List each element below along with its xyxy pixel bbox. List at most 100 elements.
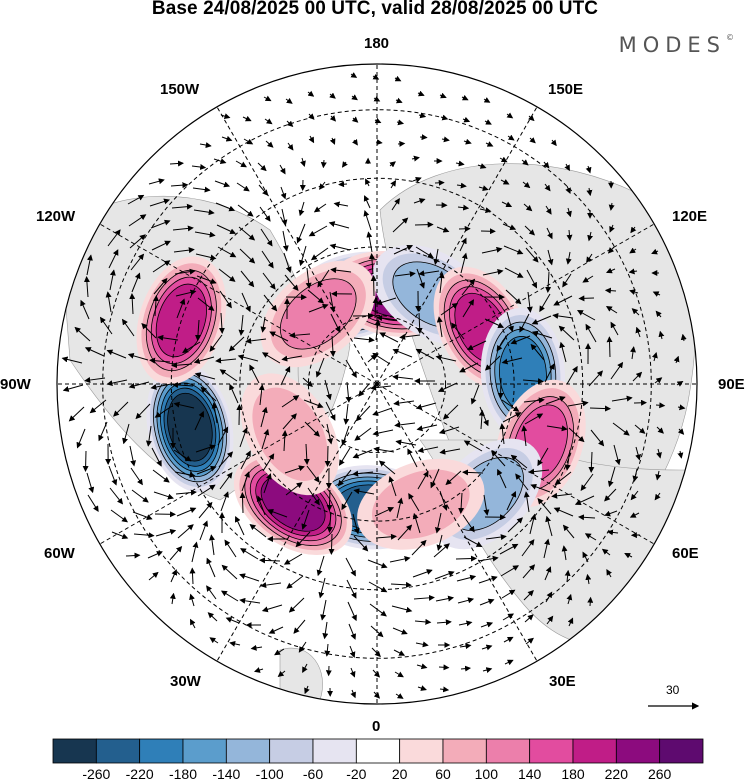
wind-arrow <box>121 318 135 337</box>
wind-arrow <box>241 292 251 313</box>
wind-arrow <box>434 512 442 534</box>
wind-arrow <box>510 454 528 469</box>
wind-arrow <box>604 287 617 294</box>
wind-arrow <box>330 313 341 333</box>
label-120e: 120E <box>672 208 708 225</box>
wind-arrow <box>416 663 428 670</box>
wind-arrow <box>237 354 259 362</box>
wind-arrow <box>105 291 112 313</box>
wind-arrow <box>654 492 661 501</box>
wind-arrow <box>111 531 129 540</box>
wind-arrow <box>341 161 348 168</box>
wind-arrow <box>235 160 247 168</box>
wind-arrow <box>329 92 336 99</box>
wind-arrow <box>152 469 170 483</box>
wind-arrow <box>258 384 265 406</box>
label-30w: 30W <box>170 673 201 690</box>
wind-arrow <box>302 377 313 387</box>
wind-arrow <box>61 356 83 364</box>
wind-arrow <box>341 491 353 511</box>
wind-arrow <box>463 440 483 452</box>
wind-arrow <box>677 450 684 459</box>
wind-arrow <box>84 347 105 357</box>
wind-arrow <box>153 491 174 500</box>
wind-arrow <box>220 113 231 119</box>
wind-arrow <box>553 507 574 517</box>
wind-arrow <box>440 302 459 316</box>
wind-arrow <box>221 564 238 580</box>
wind-arrow <box>284 465 305 474</box>
wind-arrow <box>462 299 475 318</box>
wind-arrow <box>397 524 413 541</box>
wind-arrow <box>391 197 400 211</box>
wind-arrow <box>89 399 107 414</box>
wind-arrow <box>434 570 455 580</box>
wind-arrow <box>194 372 216 380</box>
colorbar-swatch <box>572 738 617 764</box>
wind-arrow <box>133 532 155 539</box>
wind-arrow <box>177 524 194 539</box>
wind-arrow <box>412 512 421 534</box>
wind-arrow <box>98 421 108 442</box>
colorbar-tick-label: 140 <box>517 766 542 782</box>
wind-arrow <box>481 644 493 651</box>
wind-arrow <box>522 181 531 189</box>
colorbar-tick-label: 20 <box>391 766 408 782</box>
wind-arrow <box>189 567 196 585</box>
wind-arrow <box>375 139 383 146</box>
wind-arrow <box>368 253 375 275</box>
wind-arrow <box>539 293 551 313</box>
wind-arrow <box>564 449 571 471</box>
wind-arrow <box>225 617 240 624</box>
wind-arrow <box>433 543 450 558</box>
wind-arrow <box>587 231 594 242</box>
wind-arrow <box>479 207 492 214</box>
wind-arrow <box>207 612 218 622</box>
wind-arrow <box>655 310 662 318</box>
wind-arrow <box>550 139 557 147</box>
wind-arrow <box>505 289 522 305</box>
wind-arrow <box>485 141 494 147</box>
colorbar-swatch <box>182 738 227 764</box>
wind-arrow <box>298 641 307 653</box>
wind-arrow <box>491 450 506 467</box>
wind-arrow <box>585 323 597 343</box>
wind-arrow <box>658 330 665 340</box>
wind-arrow <box>353 535 369 552</box>
wind-arrow <box>329 243 351 251</box>
latitude-circle <box>239 246 515 522</box>
wind-arrow <box>389 161 396 168</box>
wind-arrow <box>673 355 680 364</box>
wind-arrow <box>236 182 250 192</box>
wind-arrow <box>337 469 352 487</box>
wind-arrow <box>568 427 585 443</box>
wind-arrow <box>281 208 288 226</box>
wind-arrow <box>478 409 485 430</box>
wind-arrow <box>287 142 294 151</box>
wind-arrow <box>526 291 533 313</box>
wind-arrow <box>346 579 357 599</box>
wind-arrow <box>150 383 172 390</box>
wind-arrow <box>439 490 448 511</box>
wind-arrow <box>109 487 124 505</box>
wind-arrow <box>545 205 552 215</box>
wind-arrow <box>122 423 130 445</box>
wind-arrow <box>352 138 358 146</box>
wind-arrow <box>478 185 489 192</box>
wind-arrow <box>328 221 350 229</box>
wind-arrow <box>358 383 370 397</box>
label-60e: 60E <box>672 545 699 562</box>
wind-arrow <box>129 293 136 315</box>
colorbar-tick-label: 260 <box>647 766 672 782</box>
wind-arrow <box>610 321 619 336</box>
anomaly-contour <box>167 392 213 462</box>
wind-arrow <box>206 557 216 578</box>
wind-arrow <box>355 405 371 422</box>
wind-arrow <box>416 424 438 432</box>
wind-arrow <box>458 492 465 514</box>
wind-arrow <box>521 425 528 447</box>
wind-arrow <box>497 468 507 489</box>
wind-arrow <box>507 134 515 141</box>
wind-arrow <box>106 379 128 387</box>
wind-arrow <box>502 223 517 231</box>
